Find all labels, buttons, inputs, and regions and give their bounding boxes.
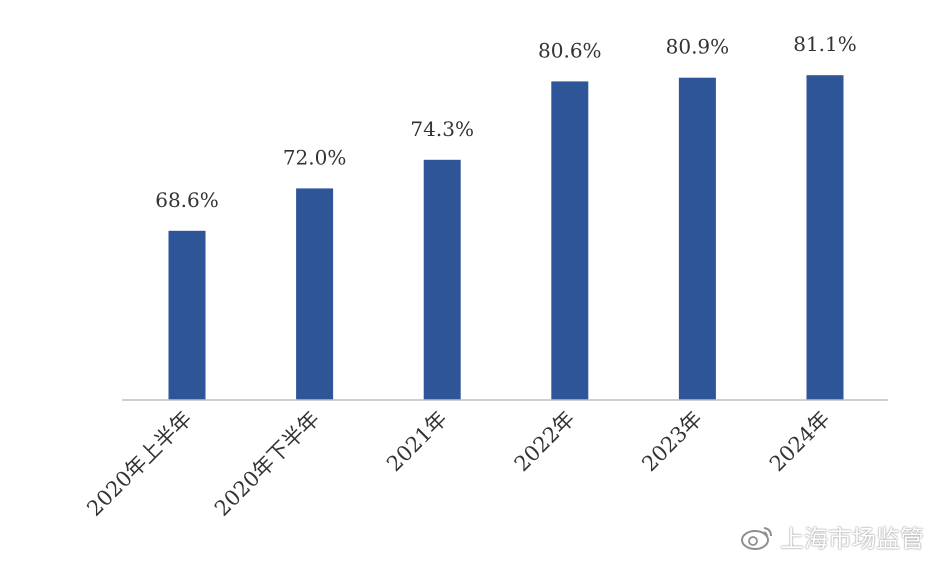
data-label-0: 68.6% xyxy=(155,188,219,212)
data-label-1: 72.0% xyxy=(283,145,347,169)
x-tick-label-2: 2021年 xyxy=(382,407,452,477)
x-tick-label-0: 2020年上半年 xyxy=(82,407,196,521)
watermark: 上海市场监管 xyxy=(740,519,924,554)
x-tick-label-1: 2020年下半年 xyxy=(210,407,324,521)
x-tick-label-4: 2023年 xyxy=(637,407,707,477)
bar-2 xyxy=(423,159,461,400)
data-label-3: 80.6% xyxy=(538,38,602,62)
bar-3 xyxy=(551,81,589,401)
bar-0 xyxy=(168,230,206,400)
x-tick-label-5: 2024年 xyxy=(765,407,835,477)
weibo-icon xyxy=(741,526,772,550)
x-tick-label-3: 2022年 xyxy=(510,407,580,477)
bar-4 xyxy=(678,77,716,400)
bars-group xyxy=(168,75,844,401)
watermark-text: 上海市场监管 xyxy=(780,525,924,553)
data-label-2: 74.3% xyxy=(410,117,474,141)
bar-1 xyxy=(296,188,334,400)
bar-5 xyxy=(806,75,844,400)
data-labels-group: 68.6% 72.0% 74.3% 80.6% 80.9% 81.1% xyxy=(155,32,857,212)
data-label-5: 81.1% xyxy=(793,32,857,56)
data-label-4: 80.9% xyxy=(666,35,730,59)
tick-labels-group: 2020年上半年 2020年下半年 2021年 2022年 2023年 2024年 xyxy=(82,407,834,521)
